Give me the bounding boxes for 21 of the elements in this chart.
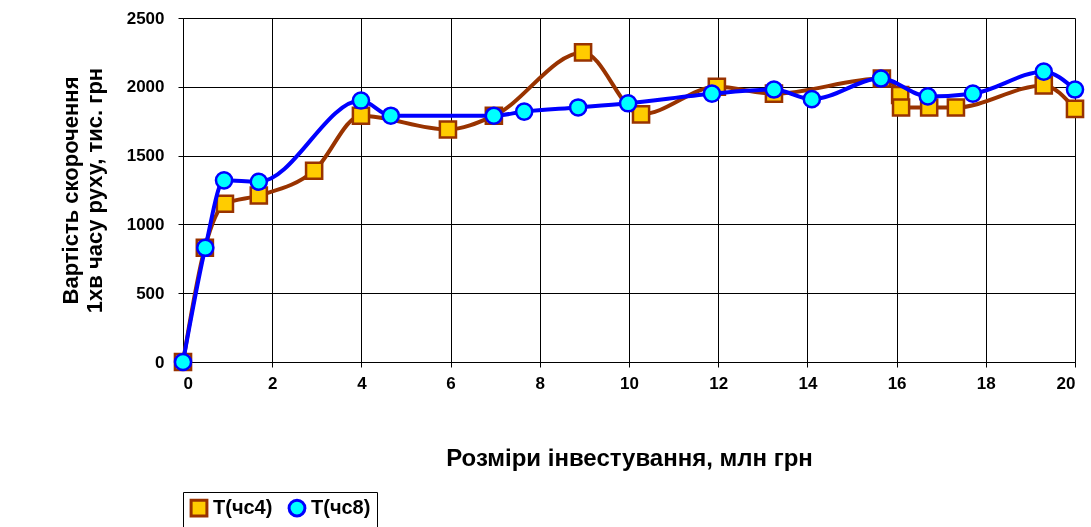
y-tick-label: 1500	[126, 146, 165, 166]
x-tick-label: 0	[183, 373, 193, 393]
x-tick-label: 8	[535, 373, 546, 393]
y-axis-title: Вартість скорочення 1хв часу руху, тис. грн	[57, 67, 107, 314]
x-tick-label: 12	[709, 373, 729, 393]
y-tick-label: 0	[155, 352, 165, 372]
x-tick-label: 14	[798, 373, 818, 393]
legend-label: T(чс4)	[213, 496, 273, 519]
x-tick-label: 10	[620, 373, 639, 393]
y-tick-label: 500	[136, 283, 165, 303]
x-axis-title: Розміри інвестування, млн грн	[446, 443, 813, 471]
y-tick-label: 2500	[126, 8, 165, 28]
x-tick-label: 18	[976, 373, 996, 393]
x-tick-label: 2	[267, 373, 278, 393]
x-tick-label: 4	[357, 373, 368, 393]
y-tick-label: 1000	[126, 214, 165, 234]
y-tick-label: 2000	[126, 77, 165, 97]
x-tick-label: 6	[446, 373, 456, 393]
x-tick-label: 20	[1056, 373, 1076, 393]
legend-label: T(чс8)	[311, 496, 371, 519]
x-tick-label: 16	[887, 373, 907, 393]
